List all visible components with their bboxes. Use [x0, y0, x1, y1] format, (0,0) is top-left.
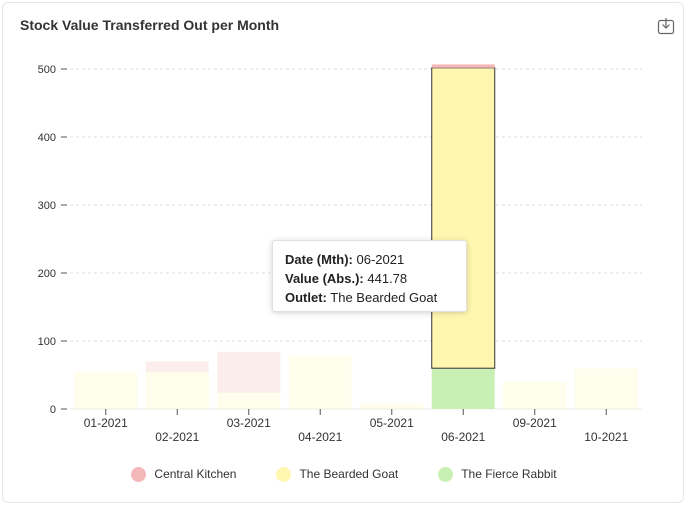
y-tick-label: 0 [50, 404, 56, 416]
tooltip-outlet-label: Outlet: [285, 290, 327, 305]
bar-segment [74, 371, 138, 409]
bar-segment [288, 355, 352, 409]
x-tick-label: 05-2021 [370, 416, 414, 430]
chart-legend: Central Kitchen The Bearded Goat The Fie… [0, 464, 688, 484]
legend-label-the-fierce-rabbit: The Fierce Rabbit [461, 467, 557, 481]
tooltip-outlet-value: The Bearded Goat [330, 290, 438, 305]
x-tick-label: 02-2021 [155, 430, 199, 444]
legend-dot-central-kitchen [131, 466, 147, 482]
chart-tooltip: Date (Mth): 06-2021 Value (Abs.): 441.78… [272, 240, 467, 312]
x-tick-label: 01-2021 [84, 416, 128, 430]
x-tick-label: 06-2021 [441, 430, 485, 444]
chart-title: Stock Value Transferred Out per Month [20, 17, 280, 33]
tooltip-value-value: 441.78 [367, 271, 408, 286]
bar-segment [431, 368, 495, 409]
legend-item-the-bearded-goat[interactable]: The Bearded Goat [276, 464, 398, 484]
bar-segment [360, 403, 424, 409]
x-tick-label: 03-2021 [227, 416, 271, 430]
legend-item-central-kitchen[interactable]: Central Kitchen [131, 464, 236, 484]
x-tick-label: 09-2021 [513, 416, 557, 430]
bar-segment [574, 368, 638, 409]
y-tick-label: 300 [38, 200, 56, 212]
legend-item-the-fierce-rabbit[interactable]: The Fierce Rabbit [438, 464, 557, 484]
legend-dot-the-bearded-goat [276, 466, 292, 482]
tooltip-date-label: Date (Mth): [285, 252, 353, 267]
bar-segment [145, 371, 209, 409]
y-tick-label: 400 [38, 132, 56, 144]
x-tick-label: 04-2021 [298, 430, 342, 444]
legend-dot-the-fierce-rabbit [438, 466, 454, 482]
y-tick-label: 200 [38, 268, 56, 280]
tooltip-date-value: 06-2021 [356, 252, 405, 267]
x-tick-label: 10-2021 [584, 430, 628, 444]
bar-segment [503, 381, 567, 409]
bar-segment [217, 351, 281, 393]
y-tick-label: 100 [38, 336, 56, 348]
bar-segment [431, 64, 495, 68]
bar-segment [217, 392, 281, 409]
y-tick-label: 500 [38, 64, 56, 76]
legend-label-central-kitchen: Central Kitchen [154, 467, 237, 481]
legend-label-the-bearded-goat: The Bearded Goat [299, 467, 399, 481]
tooltip-value-label: Value (Abs.): [285, 271, 364, 286]
bar-segment [145, 361, 209, 372]
bar-segment [431, 67, 496, 369]
download-icon[interactable] [657, 17, 675, 35]
